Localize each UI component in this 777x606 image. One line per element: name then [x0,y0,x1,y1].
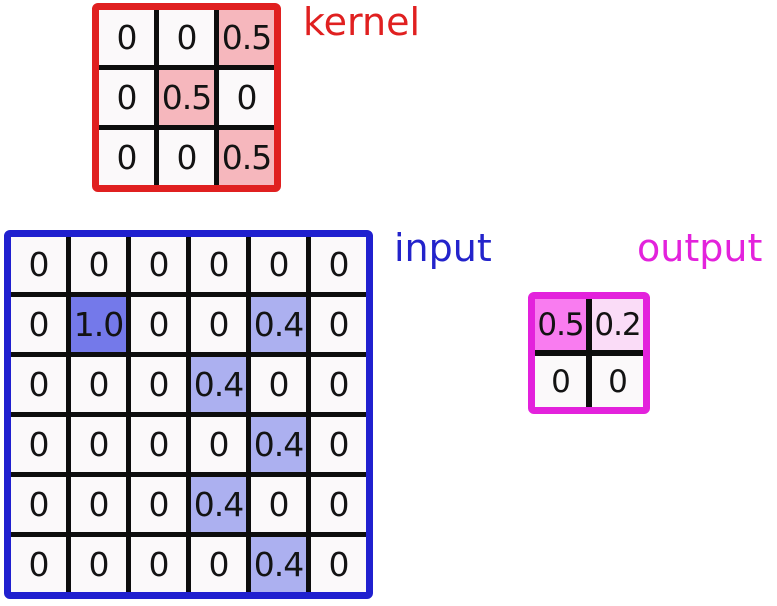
input-cell: 0 [71,477,126,532]
input-cell: 0 [191,537,246,592]
output-cell: 0.5 [535,299,586,350]
input-cell: 0 [71,537,126,592]
input-cell: 0 [131,237,186,292]
input-cell: 0 [311,357,366,412]
kernel-label: kernel [303,0,421,44]
input-cell: 0 [11,357,66,412]
input-cell: 0 [191,297,246,352]
input-cell: 0 [71,237,126,292]
input-cell: 0 [131,357,186,412]
input-cell: 0 [311,417,366,472]
input-cell: 0 [11,477,66,532]
input-cell: 0 [11,297,66,352]
kernel-cell: 0 [159,10,214,65]
input-cell: 0 [131,417,186,472]
input-grid: 0 0 0 0 0 0 0 1.0 0 0 0.4 0 0 0 0 0.4 0 … [4,230,373,599]
input-cell: 0 [311,477,366,532]
input-cell: 0 [71,357,126,412]
input-cell: 0 [251,357,306,412]
output-grid: 0.5 0.2 0 0 [528,292,650,414]
kernel-cell: 0.5 [219,10,274,65]
input-cell: 0 [191,417,246,472]
input-cell: 1.0 [71,297,126,352]
input-cell: 0.4 [191,477,246,532]
input-cell: 0 [311,297,366,352]
output-cell: 0.2 [592,299,643,350]
kernel-cell: 0 [219,70,274,125]
input-cell: 0 [131,297,186,352]
input-cell: 0 [11,237,66,292]
output-cell: 0 [592,356,643,407]
kernel-cell: 0 [99,10,154,65]
input-cell: 0.4 [251,537,306,592]
kernel-cell: 0 [99,130,154,185]
input-cell: 0.4 [251,297,306,352]
kernel-cell: 0 [159,130,214,185]
input-cell: 0 [11,537,66,592]
input-cell: 0 [311,237,366,292]
input-cell: 0 [131,477,186,532]
input-cell: 0 [251,237,306,292]
input-cell: 0 [191,237,246,292]
kernel-cell: 0.5 [159,70,214,125]
input-cell: 0 [71,417,126,472]
input-cell: 0 [11,417,66,472]
input-cell: 0.4 [191,357,246,412]
input-cell: 0 [131,537,186,592]
input-cell: 0 [251,477,306,532]
kernel-cell: 0 [99,70,154,125]
kernel-grid: 0 0 0.5 0 0.5 0 0 0 0.5 [92,3,281,192]
input-cell: 0.4 [251,417,306,472]
input-label: input [394,226,492,270]
input-cell: 0 [311,537,366,592]
output-cell: 0 [535,356,586,407]
output-label: output [637,226,763,270]
kernel-cell: 0.5 [219,130,274,185]
